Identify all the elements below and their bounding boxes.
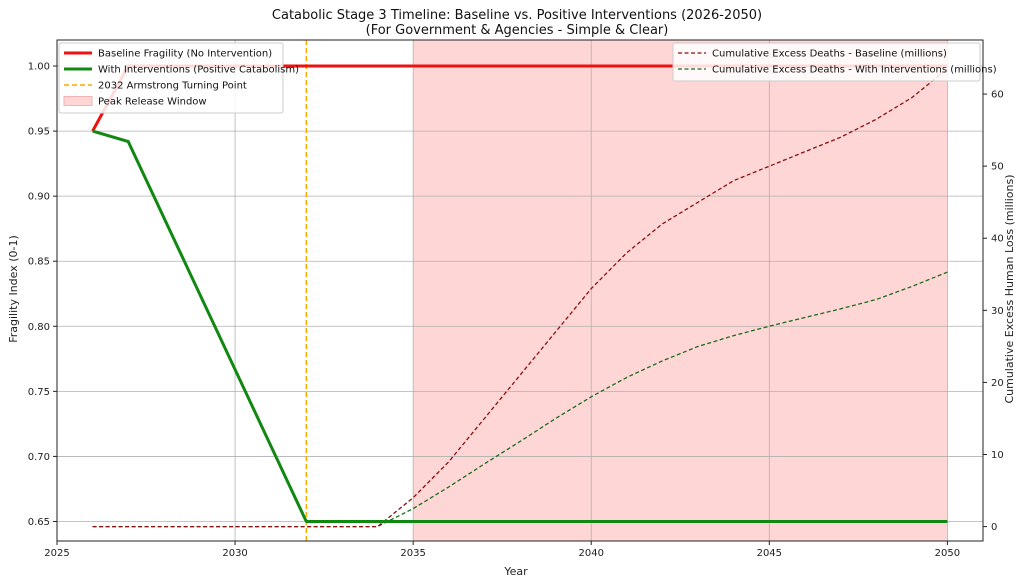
x-tick-label: 2025 (44, 548, 69, 559)
y-tick-label: 0.85 (28, 257, 50, 268)
chart-subtitle: (For Government & Agencies - Simple & Cl… (366, 23, 669, 38)
legend-entry-peak-window-swatch (63, 96, 93, 106)
legend-entry-interventions-label: With Interventions (Positive Catabolism) (98, 65, 299, 76)
y-tick-label: 0.70 (28, 452, 50, 463)
deaths-interventions-line (92, 271, 948, 528)
legend-right-box (672, 42, 981, 82)
x-tick-label: 2045 (757, 548, 782, 559)
peak-release-window-region (413, 40, 948, 541)
y-tick-label: 0.65 (28, 517, 50, 528)
y-tick-label: 1.00 (28, 62, 50, 73)
legend-right: Cumulative Excess Deaths - Baseline (mil… (672, 42, 997, 82)
y2-tick-label: 0 (991, 522, 997, 533)
legend-entry-turning-point-label: 2032 Armstrong Turning Point (98, 81, 247, 92)
y-axis-label-right: Cumulative Excess Human Loss (millions) (1003, 174, 1016, 403)
y-axis-label-left: Fragility Index (0-1) (7, 235, 20, 343)
legend-entry-baseline-fragility-label: Baseline Fragility (No Intervention) (98, 49, 272, 60)
y-tick-label: 0.75 (28, 387, 50, 398)
y2-tick-label: 40 (991, 234, 1004, 245)
x-tick-label: 2050 (935, 548, 960, 559)
legend-entry-deaths-interventions-label: Cumulative Excess Deaths - With Interven… (712, 65, 997, 76)
legend-entry-peak-window-label: Peak Release Window (98, 97, 207, 108)
plot-area (57, 40, 983, 541)
x-tick-label: 2040 (579, 548, 604, 559)
y-tick-label: 0.80 (28, 322, 50, 333)
legend-left: Baseline Fragility (No Intervention) With… (58, 42, 299, 114)
legend-left-box (58, 42, 284, 114)
chart-title: Catabolic Stage 3 Timeline: Baseline vs.… (272, 8, 762, 23)
y2-tick-label: 60 (991, 90, 1004, 101)
y2-tick-label: 50 (991, 162, 1004, 173)
plot-frame (56, 39, 984, 542)
interventions-fragility-line (92, 129, 948, 523)
y2-tick-label: 30 (991, 306, 1004, 317)
y-tick-label: 0.95 (28, 127, 50, 138)
legend-entry-deaths-baseline-label: Cumulative Excess Deaths - Baseline (mil… (712, 49, 947, 60)
axis-ticks: 2025 2030 2035 2040 2045 20500.650.700.750.80… (28, 62, 1004, 559)
y-tick-label: 0.90 (28, 192, 50, 203)
x-tick-label: 2035 (400, 548, 425, 559)
y2-tick-label: 20 (991, 378, 1004, 389)
x-tick-label: 2030 (222, 548, 247, 559)
x-axis-label: Year (503, 565, 528, 578)
y2-tick-label: 10 (991, 450, 1004, 461)
